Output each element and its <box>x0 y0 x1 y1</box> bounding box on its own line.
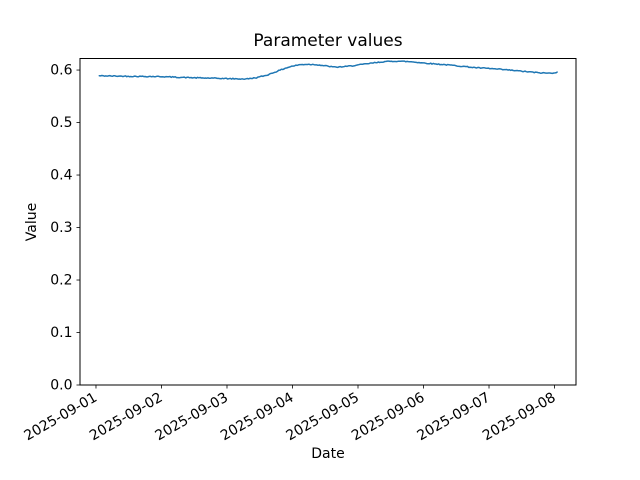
y-tick-label: 0.6 <box>50 63 72 79</box>
y-tick-label: 0.3 <box>50 220 72 236</box>
x-axis-label: Date <box>311 446 344 462</box>
x-tick-label: 2025-09-03 <box>153 390 231 445</box>
y-axis-ticks-group: 0.0 0.1 0.2 0.3 0.4 0.5 0.6 <box>50 63 80 394</box>
series-lines-group <box>98 60 558 80</box>
chart-title: Parameter values <box>253 31 402 51</box>
x-axis-ticks-group: 2025-09-012025-09-022025-09-032025-09-04… <box>22 385 559 444</box>
x-tick-label: 2025-09-01 <box>22 390 100 445</box>
y-tick-label: 0.2 <box>50 273 72 289</box>
x-tick-label: 2025-09-04 <box>218 390 297 445</box>
y-axis-label: Value <box>24 203 40 241</box>
y-tick-label: 0.0 <box>50 378 72 394</box>
x-tick-label: 2025-09-08 <box>480 390 558 445</box>
x-tick-label: 2025-09-07 <box>415 390 493 445</box>
y-tick-label: 0.5 <box>50 115 72 131</box>
plot-border <box>79 58 577 386</box>
y-tick-label: 0.4 <box>50 168 72 184</box>
x-tick-label: 2025-09-05 <box>284 390 362 445</box>
x-tick-label: 2025-09-06 <box>349 390 428 445</box>
y-tick-label: 0.1 <box>50 325 72 341</box>
x-tick-label: 2025-09-02 <box>87 390 165 445</box>
series-line <box>98 60 558 80</box>
